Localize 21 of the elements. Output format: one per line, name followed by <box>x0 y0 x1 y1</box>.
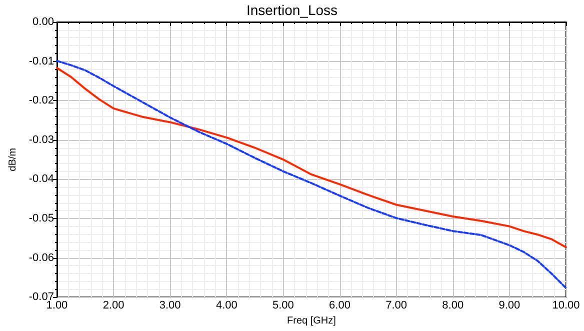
x-tick-label: 8.00 <box>442 300 464 312</box>
x-axis-title: Freq [GHz] <box>287 316 336 326</box>
x-tick-label: 5.00 <box>272 300 294 312</box>
line-series <box>56 60 567 290</box>
y-tick-label: -0.03 <box>28 134 54 146</box>
y-tick-label: -0.04 <box>28 173 54 186</box>
y-axis-title: dB/m <box>8 148 18 172</box>
y-tick-label: -0.06 <box>28 252 54 264</box>
y-tick-label: -0.05 <box>28 212 54 224</box>
x-tick-label: 4.00 <box>216 300 238 312</box>
y-tick-label: -0.01 <box>28 55 54 68</box>
x-tick-label: 2.00 <box>102 300 124 312</box>
x-tick-label: 9.00 <box>498 300 520 312</box>
line-series <box>56 66 567 248</box>
x-tick-label: 3.00 <box>159 300 181 312</box>
y-tick-label: -0.02 <box>28 94 54 107</box>
chart-title: Insertion_Loss <box>246 2 338 18</box>
y-tick-label: 0.00 <box>32 16 54 28</box>
x-tick-label: 6.00 <box>329 300 350 312</box>
x-tick-label: 7.00 <box>386 300 408 312</box>
x-tick-label: 10.00 <box>552 300 580 312</box>
